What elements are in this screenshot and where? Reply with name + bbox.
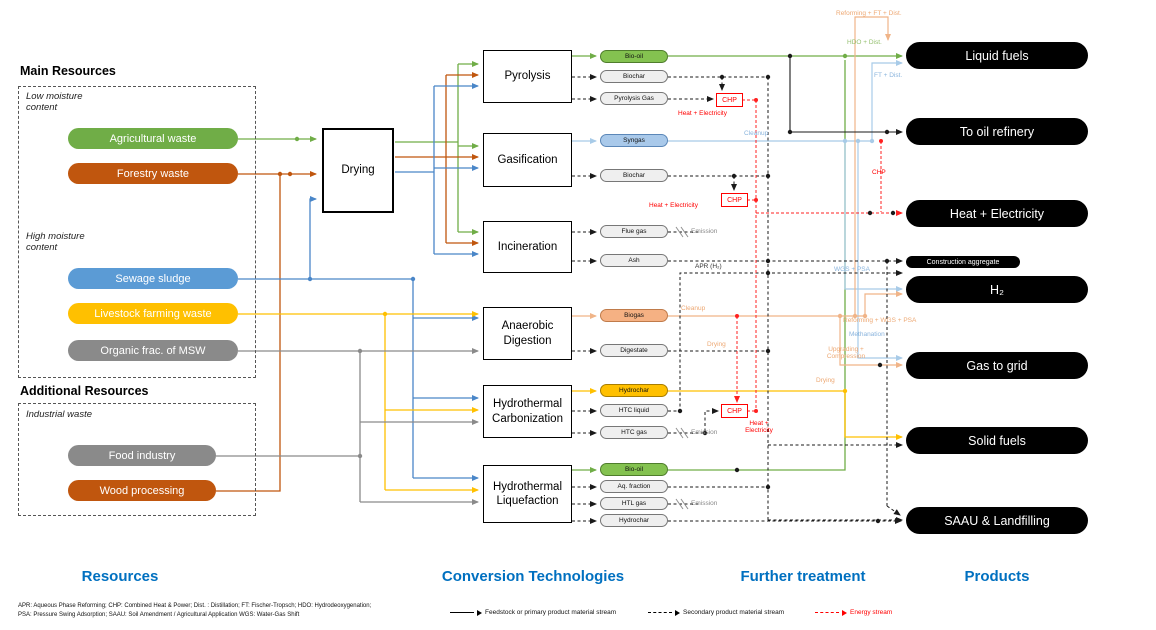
upgrading-compression-label: Upgrading + Compression (826, 346, 866, 361)
reforming-wgs-psa-label: Reforming + WGS + PSA (843, 317, 917, 324)
legend-energy-stream: Energy stream (815, 609, 892, 616)
heat-electricity-label-2: Heat + Electricity (649, 202, 698, 209)
resource-organic-msw: Organic frac. of MSW (68, 340, 238, 361)
wgs-psa-label: WGS + PSA (834, 266, 870, 273)
methanation-label: Methanation (849, 331, 885, 338)
industrial-waste-label: Industrial waste (26, 409, 93, 420)
intermediate-hydrochar-htl: Hydrochar (600, 514, 668, 527)
chp-unit-htc: CHP (721, 404, 748, 418)
product-liquid-fuels: Liquid fuels (906, 42, 1088, 69)
section-label-resources: Resources (81, 568, 159, 585)
legend-feedstock-stream: Feedstock or primary product material st… (450, 609, 616, 616)
process-hydrothermal-carbonization: Hydrothermal Carbonization (483, 385, 572, 438)
high-moisture-label: High moisture content (26, 231, 85, 253)
solid-arrowhead-icon (477, 609, 482, 616)
additional-resources-group-box (18, 403, 256, 516)
intermediate-biogas: Biogas (600, 309, 668, 322)
apr-h2-label: APR (H₂) (695, 263, 722, 270)
product-to-oil-refinery: To oil refinery (906, 118, 1088, 145)
intermediate-htl-gas: HTL gas (600, 497, 668, 510)
reforming-ft-dist-label: Reforming + FT + Dist. (836, 10, 902, 17)
intermediate-bio-oil-htl: Bio-oil (600, 463, 668, 476)
red-arrowhead-icon (842, 609, 847, 616)
intermediate-digestate: Digestate (600, 344, 668, 357)
product-solid-fuels: Solid fuels (906, 427, 1088, 454)
intermediate-aq-fraction: Aq. fraction (600, 480, 668, 493)
legend-energy-text: Energy stream (850, 609, 893, 616)
drying-digestate-label: Drying (707, 341, 726, 348)
ft-dist-label: FT + Dist. (874, 72, 903, 79)
intermediate-pyrolysis-gas: Pyrolysis Gas (600, 92, 668, 105)
section-label-products: Products (964, 568, 1030, 585)
legend-secondary-stream: Secondary product material stream (648, 609, 784, 616)
process-hydrothermal-liquefaction: Hydrothermal Liquefaction (483, 465, 572, 523)
red-dashed-arrow-icon (815, 612, 839, 613)
process-drying: Drying (322, 128, 394, 213)
dashed-arrowhead-icon (675, 609, 680, 616)
intermediate-htc-liquid: HTC liquid (600, 404, 668, 417)
emission-label-htl-gas: Emission (691, 500, 718, 507)
resource-sewage-sludge: Sewage sludge (68, 268, 238, 289)
cleanup-syngas-label: Cleanup (744, 130, 769, 137)
chp-unit-gasification: CHP (721, 193, 748, 207)
chp-unit-pyrolysis: CHP (716, 93, 743, 107)
product-h2: H₂ (906, 276, 1088, 303)
main-resources-header: Main Resources (20, 64, 116, 78)
intermediate-hydrochar-htc: Hydrochar (600, 384, 668, 397)
resource-agricultural-waste: Agricultural waste (68, 128, 238, 149)
product-construction-aggregate: Construction aggregate (906, 256, 1020, 268)
process-incineration: Incineration (483, 221, 572, 273)
resource-wood-processing: Wood processing (68, 480, 216, 501)
legend-secondary-text: Secondary product material stream (683, 609, 785, 616)
heat-electricity-label-3: Heat + Electricity (745, 420, 773, 435)
process-anaerobic-digestion: Anaerobic Digestion (483, 307, 572, 360)
dashed-arrow-icon (648, 612, 672, 613)
product-gas-to-grid: Gas to grid (906, 352, 1088, 379)
process-pyrolysis: Pyrolysis (483, 50, 572, 103)
chp-syngas-label: CHP (872, 169, 886, 176)
abbreviations-line-2: PSA: Pressure Swing Adsorption; SAAU: So… (18, 612, 300, 618)
resource-livestock-waste: Livestock farming waste (68, 303, 238, 324)
intermediate-biochar-pyrolysis: Biochar (600, 70, 668, 83)
process-gasification: Gasification (483, 133, 572, 187)
product-heat-electricity: Heat + Electricity (906, 200, 1088, 227)
product-saau-landfilling: SAAU & Landfilling (906, 507, 1088, 534)
emission-label-htc-gas: Emission (691, 429, 718, 436)
hdo-dist-label: HDO + Dist. (847, 39, 882, 46)
main-resources-group-box (18, 86, 256, 378)
intermediate-htc-gas: HTC gas (600, 426, 668, 439)
solid-arrow-icon (450, 612, 474, 613)
heat-electricity-label-1: Heat + Electricity (678, 110, 727, 117)
cleanup-biogas-label: Cleanup (681, 305, 706, 312)
abbreviations-line-1: APR: Aqueous Phase Reforming; CHP: Combi… (18, 603, 372, 609)
intermediate-ash: Ash (600, 254, 668, 267)
intermediate-bio-oil-pyrolysis: Bio-oil (600, 50, 668, 63)
drying-hydrochar-label: Drying (816, 377, 835, 384)
emission-label-flue-gas: Emission (691, 228, 718, 235)
additional-resources-header: Additional Resources (20, 384, 149, 398)
intermediate-biochar-gasification: Biochar (600, 169, 668, 182)
low-moisture-label: Low moisture content (26, 91, 83, 113)
intermediate-syngas: Syngas (600, 134, 668, 147)
section-label-conversion: Conversion Technologies (441, 568, 625, 585)
resource-forestry-waste: Forestry waste (68, 163, 238, 184)
legend-feedstock-text: Feedstock or primary product material st… (485, 609, 617, 616)
section-label-treatment: Further treatment (740, 568, 866, 585)
resource-food-industry: Food industry (68, 445, 216, 466)
intermediate-flue-gas: Flue gas (600, 225, 668, 238)
